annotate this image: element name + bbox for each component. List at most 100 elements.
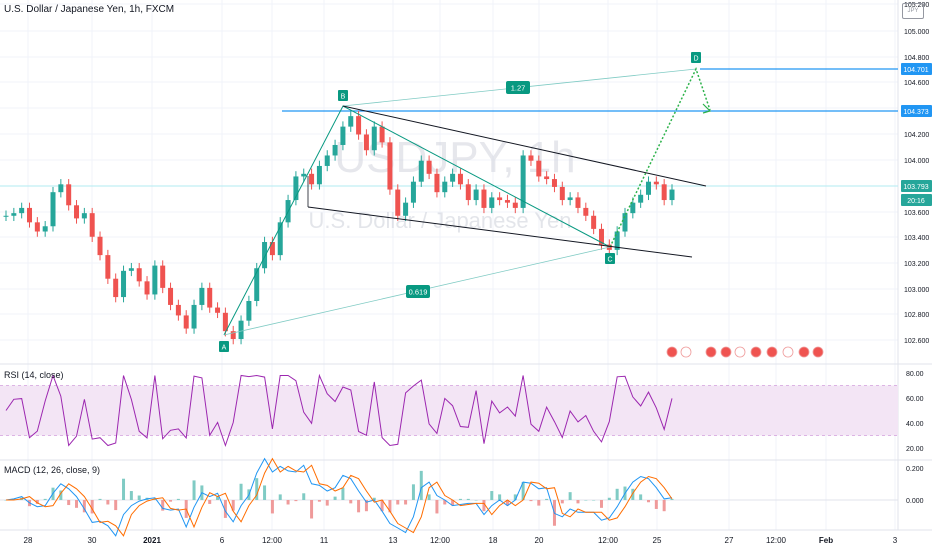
price-tick: 104.800 [904,55,929,62]
macd-histogram-bar [263,485,267,500]
rsi-tick: 20.00 [906,446,924,453]
price-tag-bg [901,63,932,75]
macd-histogram-bar [90,500,94,514]
price-tick: 103.400 [904,235,929,242]
candle-body [379,126,385,143]
macd-histogram-bar [372,497,376,500]
ratio-bg [506,81,530,94]
candle-body [653,181,659,185]
macd-histogram-bar [411,484,415,500]
ratio-label: 1.27 [511,84,526,93]
candle-body [481,189,487,208]
time-tick: 12:00 [430,536,451,545]
time-tick: 2021 [143,536,161,545]
candle-body [160,265,166,288]
macd-histogram-bar [670,498,674,500]
candle-body [395,189,401,216]
time-tick: 20 [535,536,544,545]
ratio-badge: 1.27 [506,81,530,94]
macd-histogram-bar [278,494,282,500]
candle-body [551,179,557,187]
candle-body [559,186,565,201]
cd-projection [609,67,711,248]
descending-channel [307,105,707,258]
macd-histogram-bar [270,500,274,514]
candle-body [356,116,362,135]
macd-histogram-bar [545,498,549,500]
macd-histogram-bar [302,493,306,500]
candle-body [254,268,260,301]
candlestick-series [3,110,675,345]
candle-body [222,312,228,332]
candle-body [3,215,9,217]
macd-histogram-bar [576,500,580,504]
macd-histogram-bar [129,491,133,500]
price-tag-label: 20:16 [907,198,925,205]
macd-histogram-bar [662,500,666,512]
time-tick: 12:00 [766,536,787,545]
macd-histogram-bar [560,500,564,504]
candle-body [363,134,369,151]
candle-body [340,126,346,145]
macd-title: MACD (12, 26, close, 9) [4,465,101,475]
point-badge [219,341,229,352]
rsi-line [5,373,673,448]
macd-histogram-bar [333,496,337,500]
candle-body [442,181,448,193]
price-tick: 103.600 [904,210,929,217]
time-tick: 13 [389,536,398,545]
macd-histogram-bar [43,498,47,500]
pattern-point-c: C [605,253,615,264]
candle-body [11,213,17,216]
price-tick: 105.200 [904,2,929,9]
candle-body [277,222,283,256]
ratio-badge: 0.619 [406,285,430,298]
macd-histogram-bar [317,500,321,502]
macd-tick: 0.200 [906,466,924,473]
candle-body [19,207,25,214]
macd-histogram-bar [231,500,235,511]
macd-pane: 0.200 0.000 [0,457,924,537]
macd-histogram-bar [310,500,314,519]
candle-body [215,307,221,313]
macd-histogram-bar [607,497,611,500]
rsi-tick: 60.00 [906,396,924,403]
price-tag-bg [901,180,932,192]
price-tag-bg [901,194,932,206]
candle-body [105,255,111,279]
macd-histogram-bar [137,495,141,500]
candle-body [293,176,299,201]
candle-body [128,268,134,271]
candle-body [669,189,675,201]
macd-histogram-bar [192,480,196,500]
candle-body [207,287,213,308]
candle-body [332,144,338,156]
event-flag-icon [782,346,794,358]
price-tag: 20:16 [901,194,932,206]
macd-histogram-bar [122,478,126,500]
price-tag: 104.373 [901,105,932,117]
macd-histogram-bar [12,498,16,500]
time-tick: 30 [88,536,97,545]
macd-histogram-bar [67,500,71,506]
macd-histogram-bar [419,470,423,500]
watermark-name: U.S. Dollar / Japanese Yen [309,208,572,233]
rsi-tick: 80.00 [906,371,924,378]
candle-body [638,194,644,203]
candle-body [473,189,479,201]
candle-body [387,142,393,190]
rsi-band [0,385,898,436]
time-tick: 3 [893,536,898,545]
point-badge [691,52,701,63]
candle-body [74,205,80,219]
candle-body [645,181,651,195]
candle-body [575,197,581,208]
candle-body [230,331,236,340]
price-tick: 102.800 [904,312,929,319]
macd-histogram-bar [654,500,658,509]
macd-histogram-bar [153,498,157,500]
price-tag-label: 104.373 [903,109,928,116]
candle-body [520,155,526,208]
price-tick: 104.000 [904,158,929,165]
